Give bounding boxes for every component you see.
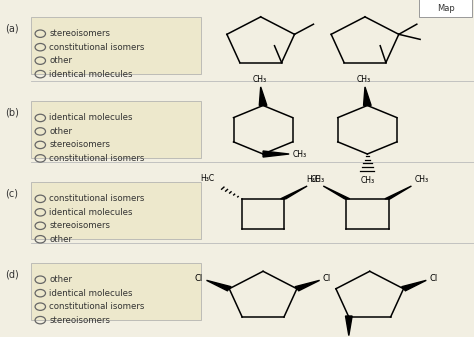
Text: (a): (a) <box>5 24 18 34</box>
Text: stereoisomers: stereoisomers <box>49 316 110 325</box>
Polygon shape <box>364 87 371 105</box>
Text: (b): (b) <box>5 108 18 118</box>
Bar <box>31 182 201 239</box>
Text: (d): (d) <box>5 270 18 280</box>
Text: other: other <box>49 127 73 136</box>
Text: stereoisomers: stereoisomers <box>49 29 110 38</box>
Text: identical molecules: identical molecules <box>49 289 133 298</box>
Polygon shape <box>295 280 319 291</box>
Text: identical molecules: identical molecules <box>49 70 133 79</box>
Text: identical molecules: identical molecules <box>49 208 133 217</box>
Text: constitutional isomers: constitutional isomers <box>49 43 145 52</box>
Text: CH₃: CH₃ <box>310 175 325 184</box>
Text: Map: Map <box>437 4 455 12</box>
Bar <box>31 263 201 320</box>
Text: H₃C: H₃C <box>306 175 320 184</box>
Bar <box>31 101 201 158</box>
Polygon shape <box>281 186 307 199</box>
Polygon shape <box>385 186 411 199</box>
Bar <box>31 17 201 74</box>
Polygon shape <box>259 87 267 105</box>
Text: other: other <box>49 275 73 284</box>
Text: other: other <box>49 235 73 244</box>
Text: CH₃: CH₃ <box>356 74 371 84</box>
Text: CH₃: CH₃ <box>360 176 374 185</box>
Text: H₃C: H₃C <box>200 174 214 183</box>
Text: CH₃: CH₃ <box>252 74 266 84</box>
Polygon shape <box>346 316 352 336</box>
Text: (c): (c) <box>5 189 18 199</box>
Polygon shape <box>207 280 231 291</box>
Polygon shape <box>263 151 289 157</box>
Polygon shape <box>401 280 426 291</box>
Polygon shape <box>323 186 350 199</box>
Text: identical molecules: identical molecules <box>49 114 133 122</box>
Text: Cl: Cl <box>429 274 438 283</box>
Text: Cl: Cl <box>195 274 203 283</box>
Text: other: other <box>49 56 73 65</box>
Text: stereoisomers: stereoisomers <box>49 221 110 230</box>
Text: CH₃: CH₃ <box>415 175 429 184</box>
Text: Cl: Cl <box>323 274 331 283</box>
Text: constitutional isomers: constitutional isomers <box>49 194 145 203</box>
Text: constitutional isomers: constitutional isomers <box>49 302 145 311</box>
Text: CH₃: CH₃ <box>293 150 307 158</box>
Text: constitutional isomers: constitutional isomers <box>49 154 145 163</box>
FancyBboxPatch shape <box>419 0 472 17</box>
Text: stereoisomers: stereoisomers <box>49 141 110 149</box>
